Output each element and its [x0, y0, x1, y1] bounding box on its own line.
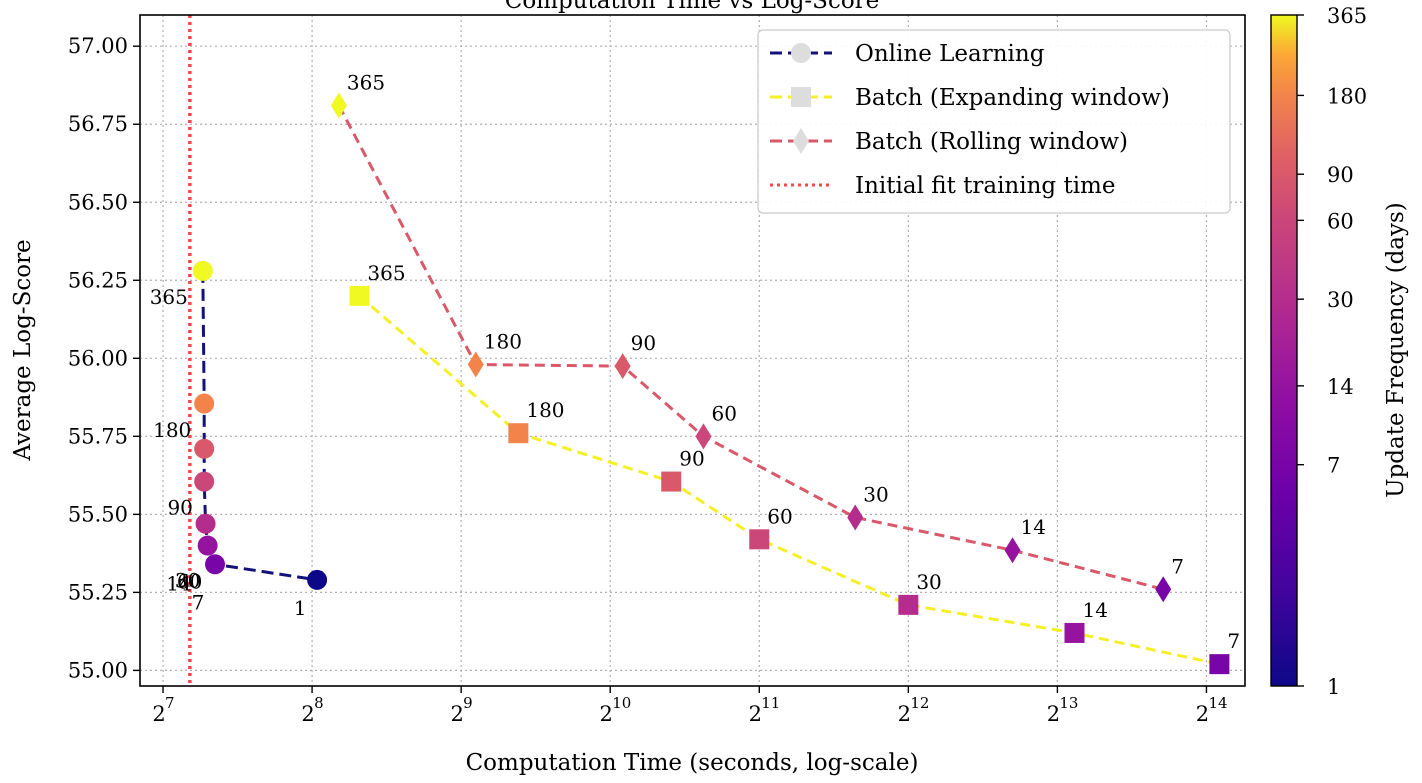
colorbar-tick-label: 1	[1327, 675, 1340, 699]
legend-marker	[791, 87, 811, 107]
y-tick-label: 56.50	[68, 190, 128, 214]
circle-point	[197, 535, 218, 556]
legend: Online Learning Batch (Expanding window) B…	[757, 29, 1231, 214]
y-axis-label: Average Log-Score	[10, 239, 36, 461]
series-line-circle	[201, 270, 318, 582]
x-tick-label: 2	[898, 702, 911, 726]
point-label: 90	[167, 496, 192, 520]
colorbar: 1 7 14 30 60 90 180 365 Update Frequency (days)	[1270, 4, 1409, 699]
legend-label: Batch (Expanding window)	[855, 85, 1170, 111]
legend-marker	[793, 128, 809, 154]
legend-label: Initial fit training time	[855, 173, 1115, 199]
x-tick-exponent: 12	[910, 694, 929, 712]
circle-point	[194, 393, 215, 414]
colorbar-tick-label: 365	[1327, 4, 1367, 28]
colorbar-tick-label: 180	[1327, 84, 1367, 108]
x-tick-label: 2	[1196, 702, 1209, 726]
diamond-point	[695, 423, 712, 450]
legend-box	[757, 29, 1231, 214]
square-point	[898, 594, 919, 615]
square-point	[1064, 622, 1085, 643]
x-axis-label: Computation Time (seconds, log-scale)	[466, 750, 919, 776]
colorbar-label: Update Frequency (days)	[1383, 202, 1409, 498]
point-label: 7	[192, 590, 205, 614]
circle-point	[205, 554, 226, 575]
circle-point	[194, 438, 215, 459]
x-tick-exponent: 9	[463, 694, 473, 712]
point-label: 30	[916, 570, 941, 594]
diamond-point	[614, 353, 631, 380]
point-label: 1	[294, 596, 307, 620]
y-tick-label: 56.25	[68, 268, 128, 292]
y-tick-label: 56.00	[68, 346, 128, 370]
colorbar-tick-label: 7	[1327, 454, 1340, 478]
x-tick-label: 2	[301, 702, 314, 726]
point-label: 7	[1227, 629, 1240, 653]
circle-point	[195, 513, 216, 534]
point-label: 30	[175, 569, 200, 593]
circle-point	[192, 260, 213, 281]
square-point	[749, 529, 770, 550]
chart-title: Computation Time vs Log-Score	[505, 0, 880, 14]
circle-point	[194, 471, 215, 492]
square-point	[1209, 654, 1230, 675]
x-tick-label: 2	[1047, 702, 1060, 726]
square-point	[349, 285, 370, 306]
colorbar-tick-label: 90	[1327, 163, 1354, 187]
point-label: 60	[767, 504, 792, 528]
x-tick-label: 2	[450, 702, 463, 726]
point-label: 365	[367, 261, 405, 285]
y-tick-label: 56.75	[68, 112, 128, 136]
point-label: 180	[526, 398, 564, 422]
x-tick-exponent: 10	[612, 694, 631, 712]
x-tick-exponent: 13	[1059, 694, 1078, 712]
point-label: 365	[347, 71, 385, 95]
point-label: 14	[1082, 598, 1107, 622]
point-label: 180	[484, 330, 522, 354]
axes: 2 7 2 8 2 9 2 10 2 11 2 12 2 13 2 1455.0055.2555.5055.7…	[68, 34, 1228, 726]
plot-frame	[139, 14, 1246, 687]
point-label: 365	[150, 285, 188, 309]
point-label: 30	[863, 482, 888, 506]
x-tick-exponent: 11	[761, 694, 780, 712]
legend-label: Online Learning	[855, 41, 1045, 67]
x-tick-exponent: 8	[314, 694, 324, 712]
point-label: 14	[1021, 515, 1046, 539]
y-tick-label: 57.00	[68, 34, 128, 58]
point-label: 7	[1171, 554, 1184, 578]
colorbar-tick-label: 14	[1327, 375, 1354, 399]
diamond-point	[467, 351, 484, 378]
colorbar-tick-label: 60	[1327, 209, 1354, 233]
square-point	[508, 423, 529, 444]
legend-label: Batch (Rolling window)	[855, 129, 1128, 155]
diamond-point	[330, 92, 347, 119]
point-label: 180	[153, 418, 191, 442]
point-label: 60	[711, 401, 736, 425]
x-tick-label: 2	[152, 702, 165, 726]
point-label: 90	[679, 447, 704, 471]
colorbar-gradient	[1270, 14, 1298, 687]
point-label: 90	[631, 331, 656, 355]
x-tick-label: 2	[749, 702, 762, 726]
colorbar-tick-label: 30	[1327, 288, 1354, 312]
y-tick-label: 55.25	[68, 580, 128, 604]
y-tick-label: 55.00	[68, 658, 128, 682]
diamond-point	[1155, 576, 1172, 603]
square-point	[661, 471, 682, 492]
series-layer	[188, 15, 1230, 686]
y-tick-label: 55.50	[68, 502, 128, 526]
legend-marker	[791, 43, 811, 63]
point-label: 14	[166, 571, 191, 595]
diamond-point	[1004, 537, 1021, 564]
y-tick-label: 55.75	[68, 424, 128, 448]
diamond-point	[847, 504, 864, 531]
point-label: 60	[177, 570, 202, 594]
circle-point	[307, 569, 328, 590]
x-tick-label: 2	[600, 702, 613, 726]
x-tick-exponent: 7	[165, 694, 175, 712]
x-tick-exponent: 14	[1208, 694, 1227, 712]
